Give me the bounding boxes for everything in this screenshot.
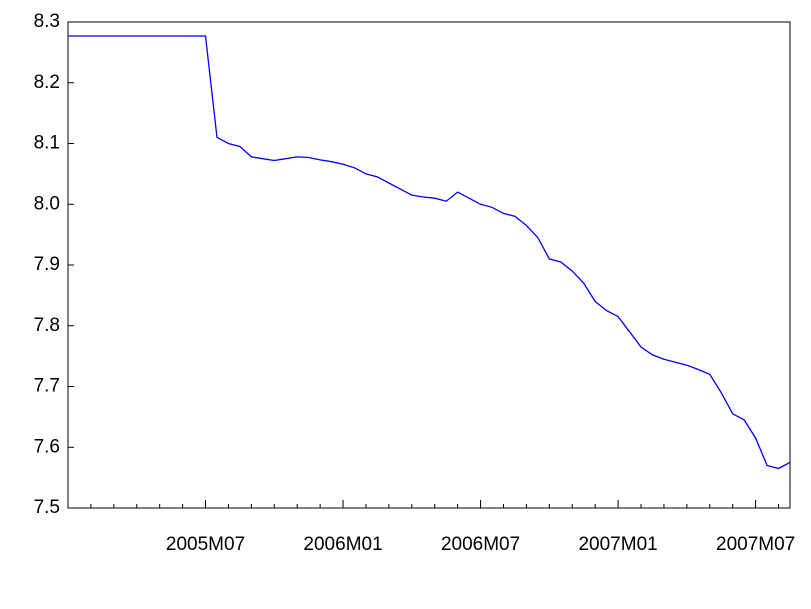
x-tick-label: 2006M07 — [441, 534, 520, 555]
x-tick-label: 2006M01 — [303, 534, 382, 555]
x-tick-label: 2007M07 — [716, 534, 795, 555]
y-tick-label: 7.6 — [34, 436, 60, 457]
y-tick-label: 8.1 — [34, 133, 60, 154]
y-tick-label: 8.2 — [34, 72, 60, 93]
y-tick-label: 8.0 — [34, 193, 60, 214]
x-tick-label: 2005M07 — [166, 534, 245, 555]
x-tick-label: 2007M01 — [578, 534, 657, 555]
plot-frame — [67, 21, 791, 509]
y-tick-label: 7.5 — [34, 497, 60, 518]
y-tick-label: 7.9 — [34, 254, 60, 275]
y-tick-label: 7.7 — [34, 376, 60, 397]
y-tick-label: 8.3 — [34, 11, 60, 32]
y-tick-label: 7.8 — [34, 315, 60, 336]
series-line — [68, 35, 791, 470]
